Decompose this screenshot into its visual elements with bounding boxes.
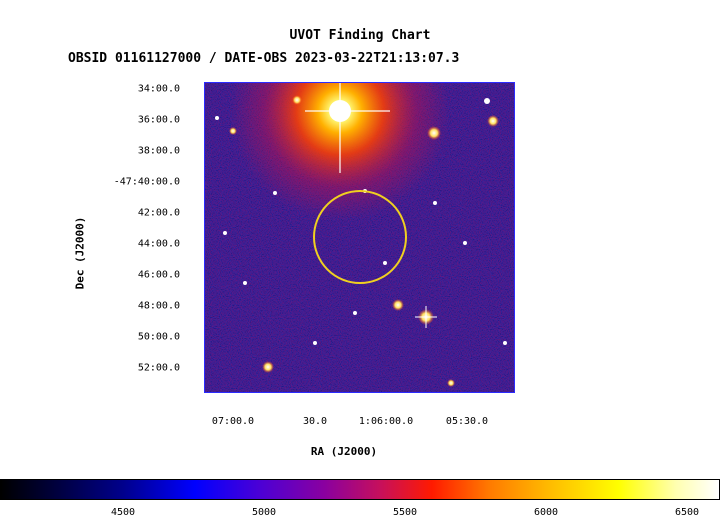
dec-tick-label: 50:00.0 — [137, 331, 180, 343]
sky-image — [204, 82, 515, 393]
dec-tick-label: 48:00.0 — [137, 300, 180, 312]
y-axis-label: Dec (J2000) — [73, 216, 87, 290]
observation-info: OBSID 01161127000 / DATE-OBS 2023-03-22T… — [68, 51, 460, 66]
dec-tick-label: 34:00.0 — [137, 83, 180, 95]
colorbar-tick-label: 6500 — [674, 507, 700, 518]
colorbar-tick-label: 4500 — [110, 507, 136, 518]
dec-tick-label: 46:00.0 — [137, 269, 180, 281]
dec-tick-label: 42:00.0 — [137, 207, 180, 219]
dec-tick-label: -47:40:00.0 — [113, 176, 180, 188]
ra-tick-label: 07:00.0 — [211, 416, 255, 427]
dec-tick-label: 38:00.0 — [137, 145, 180, 157]
dec-tick-label: 36:00.0 — [137, 114, 180, 126]
ra-tick-label: 05:30.0 — [445, 416, 489, 427]
sky-field — [205, 83, 514, 392]
colorbar-tick-label: 5500 — [392, 507, 418, 518]
colorbar — [0, 479, 720, 500]
chart-title: UVOT Finding Chart — [289, 28, 431, 43]
source-region-circle — [313, 190, 407, 284]
ra-tick-label: 30.0 — [302, 416, 328, 427]
ra-tick-label: 1:06:00.0 — [358, 416, 414, 427]
colorbar-tick-label: 6000 — [533, 507, 559, 518]
x-axis-label: RA (J2000) — [310, 445, 378, 458]
colorbar-tick-label: 5000 — [251, 507, 277, 518]
dec-tick-label: 52:00.0 — [137, 362, 180, 374]
dec-tick-label: 44:00.0 — [137, 238, 180, 250]
